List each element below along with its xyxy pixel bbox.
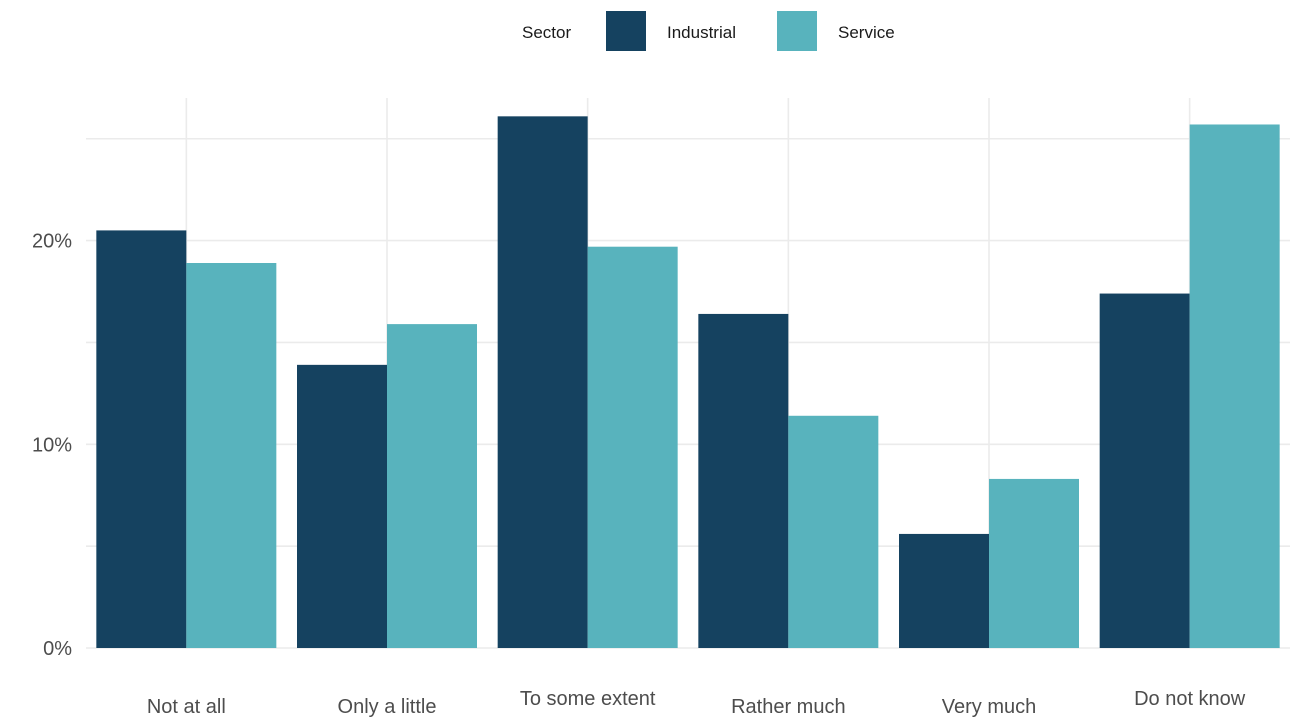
legend: Sector Industrial Service (522, 11, 895, 51)
bar-service-1 (387, 324, 477, 648)
x-tick-label: Only a little (338, 696, 437, 718)
bar-service-2 (587, 246, 678, 648)
x-tick-label: Not at all (147, 696, 226, 718)
bar-industrial-3 (698, 313, 789, 648)
legend-title: Sector (522, 23, 571, 42)
bar-industrial-0 (96, 230, 187, 648)
y-tick-label: 20% (32, 231, 72, 253)
y-axis: 0% 10% 20% (32, 231, 72, 660)
bar-industrial-5 (1099, 293, 1190, 648)
y-tick-label: 10% (32, 434, 72, 456)
legend-label-service: Service (838, 23, 895, 42)
bar-service-3 (788, 415, 879, 648)
bar-service-0 (186, 263, 277, 648)
bar-industrial-2 (497, 116, 588, 649)
bar-service-4 (989, 478, 1079, 648)
bar-industrial-4 (899, 533, 989, 648)
y-tick-label: 0% (43, 638, 72, 660)
legend-label-industrial: Industrial (667, 23, 736, 42)
x-tick-label: Do not know (1134, 688, 1246, 710)
x-tick-label: To some extent (520, 688, 656, 710)
x-tick-label: Very much (942, 696, 1036, 718)
bars (96, 116, 1280, 649)
x-tick-label: Rather much (731, 696, 846, 718)
legend-swatch-service (777, 11, 817, 51)
x-axis: Not at all Only a little To some extent Rat… (147, 688, 1246, 718)
bar-service-5 (1189, 124, 1280, 648)
legend-swatch-industrial (606, 11, 646, 51)
bar-industrial-1 (297, 364, 387, 648)
